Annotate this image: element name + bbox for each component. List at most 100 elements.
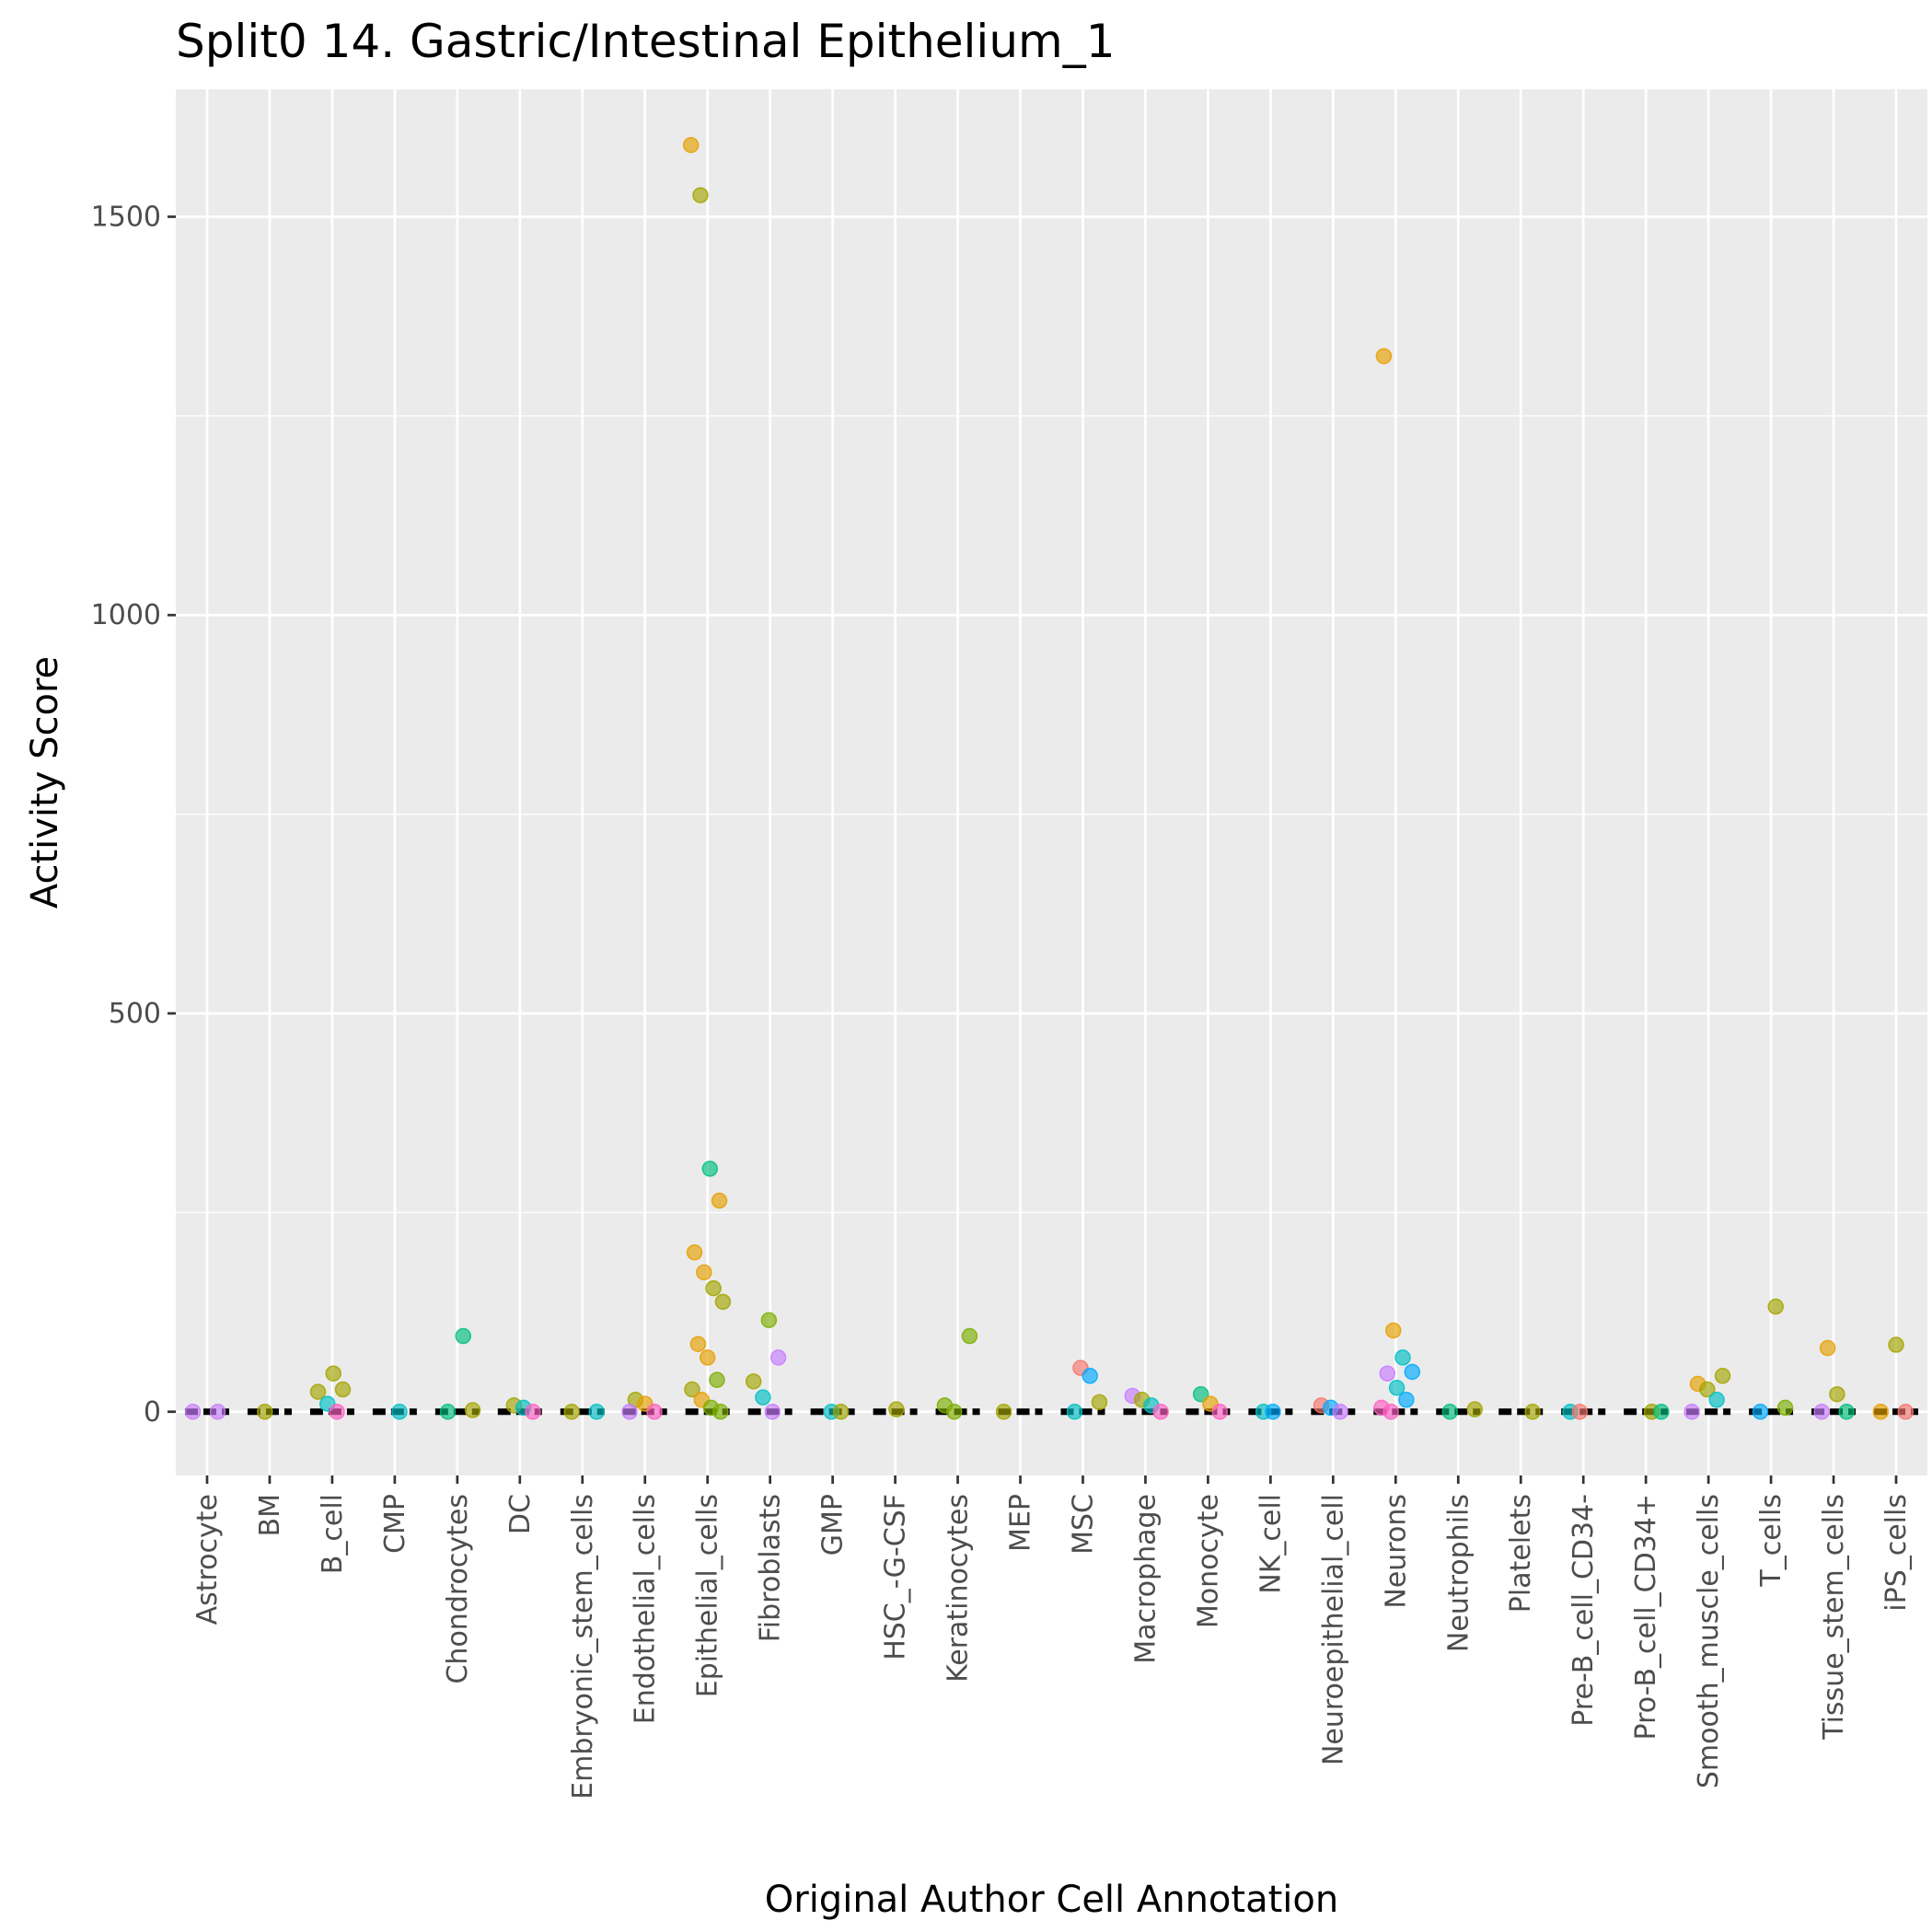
plot-panel <box>176 89 1927 1475</box>
data-point <box>1653 1404 1670 1420</box>
data-point <box>764 1404 781 1420</box>
data-point <box>1404 1363 1421 1381</box>
x-tick-label: Astrocyte <box>191 1494 224 1625</box>
data-point <box>711 1192 728 1209</box>
x-tick-label: Macrophage <box>1129 1494 1162 1664</box>
data-point <box>329 1404 345 1420</box>
data-point <box>1714 1368 1731 1384</box>
data-point <box>701 1161 719 1177</box>
minor-gridlines <box>176 415 1927 1214</box>
data-point <box>1708 1392 1725 1408</box>
data-point <box>1382 1404 1399 1420</box>
x-tick-label: Neuroepithelial_cell <box>1317 1494 1349 1765</box>
x-tick-label: Platelets <box>1505 1494 1537 1613</box>
data-point <box>1152 1404 1169 1420</box>
x-tick-label: Chondrocytes <box>442 1494 474 1684</box>
data-point <box>325 1365 341 1382</box>
data-point <box>1524 1404 1541 1420</box>
data-point <box>184 1404 202 1420</box>
data-point <box>588 1404 605 1420</box>
data-point <box>709 1371 725 1388</box>
data-point <box>1379 1365 1396 1382</box>
data-point <box>1384 1322 1402 1339</box>
data-point <box>1332 1404 1348 1420</box>
chart-title: Split0 14. Gastric/Intestinal Epithelium… <box>176 15 1116 68</box>
x-tick-label: Monocyte <box>1192 1494 1224 1628</box>
y-tick-label: 0 <box>144 1396 161 1429</box>
major-gridlines <box>176 89 1927 1475</box>
data-point <box>1838 1404 1855 1420</box>
y-axis: 0 500 1000 1500 <box>91 201 176 1429</box>
x-tick-label: DC <box>504 1494 537 1534</box>
data-point <box>1394 1349 1411 1366</box>
data-point <box>714 1293 732 1311</box>
x-axis-title: Original Author Cell Annotation <box>765 1879 1338 1921</box>
x-tick-label: CMP <box>379 1494 411 1554</box>
data-point <box>945 1404 963 1420</box>
x-tick-label: MSC <box>1067 1494 1099 1555</box>
data-point <box>1441 1404 1459 1420</box>
x-tick-label: Fibroblasts <box>755 1494 787 1642</box>
data-point <box>464 1402 481 1418</box>
data-point <box>1375 348 1393 364</box>
data-point <box>1776 1399 1794 1417</box>
data-point <box>888 1401 905 1417</box>
data-point <box>686 1244 703 1261</box>
data-point <box>755 1389 771 1406</box>
data-point <box>646 1404 663 1420</box>
data-point <box>696 1264 712 1281</box>
data-point <box>705 1279 722 1297</box>
data-point <box>1872 1404 1890 1420</box>
x-tick-label: Smooth_muscle_cells <box>1693 1494 1725 1788</box>
data-point <box>760 1312 778 1328</box>
y-tick-label: 500 <box>109 998 161 1030</box>
data-point <box>525 1404 541 1420</box>
data-point <box>689 1336 707 1352</box>
x-tick-label: Pre-B_cell_CD34- <box>1568 1494 1600 1727</box>
data-point <box>1683 1404 1700 1420</box>
data-point <box>1571 1404 1589 1420</box>
x-tick-label: Embryonic_stem_cells <box>567 1494 599 1799</box>
data-point <box>995 1404 1012 1420</box>
x-tick-label: Epithelial_cells <box>692 1494 724 1697</box>
x-tick-label: Neurons <box>1380 1494 1412 1609</box>
data-point <box>209 1404 226 1420</box>
y-axis-title: Activity Score <box>24 656 66 908</box>
x-tick-label: BM <box>254 1494 286 1536</box>
data-point <box>961 1327 978 1345</box>
y-tick-label: 1500 <box>91 201 161 233</box>
data-point <box>455 1327 472 1345</box>
data-point <box>1265 1404 1281 1420</box>
x-tick-label: HSC_-G-CSF <box>880 1494 912 1660</box>
data-point <box>699 1349 716 1366</box>
x-tick-label: Pro-B_cell_CD34+ <box>1630 1494 1662 1740</box>
data-point <box>1699 1381 1716 1398</box>
data-point <box>682 136 700 154</box>
data-point <box>563 1404 580 1420</box>
x-tick-label: B_cell <box>317 1494 349 1574</box>
data-point <box>257 1404 273 1420</box>
data-point <box>1752 1404 1769 1420</box>
data-point <box>745 1373 762 1390</box>
data-point <box>692 187 709 203</box>
data-point <box>1192 1385 1209 1403</box>
y-tick-label: 1000 <box>91 599 161 631</box>
data-point <box>1082 1368 1098 1384</box>
data-point <box>769 1349 787 1366</box>
x-tick-label: GMP <box>817 1494 850 1556</box>
data-point <box>1829 1385 1845 1403</box>
data-point <box>1211 1404 1229 1420</box>
data-point <box>684 1381 700 1398</box>
x-tick-label: iPS_cells <box>1880 1494 1913 1612</box>
data-point <box>391 1404 408 1420</box>
data-point <box>439 1404 457 1420</box>
data-point <box>1819 1339 1836 1357</box>
data-point <box>712 1404 729 1420</box>
data-point <box>621 1404 638 1420</box>
x-tick-label: Endothelial_cells <box>630 1494 662 1724</box>
data-point <box>1888 1336 1904 1353</box>
x-tick-label: NK_cell <box>1255 1494 1287 1594</box>
data-point <box>832 1404 850 1420</box>
data-point <box>1066 1404 1083 1420</box>
